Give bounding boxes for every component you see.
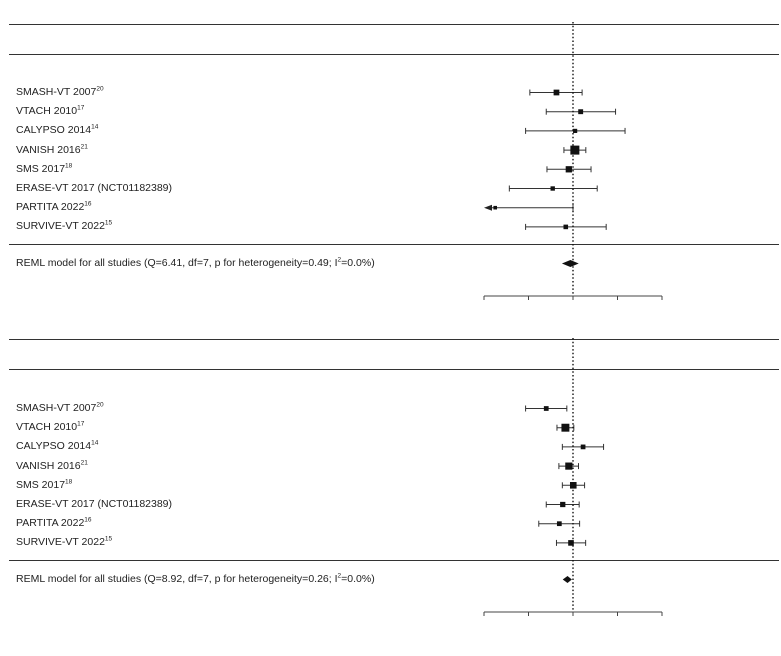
point-estimate [565,166,572,173]
pooled-diamond [562,576,572,583]
study-name: PARTITA 202216 [16,200,92,214]
pooled-diamond [561,260,579,267]
point-estimate [569,482,577,489]
panel-a-top-rule [9,24,779,25]
study-name-text: SMS 2017 [16,478,66,491]
pooled-label-tail: =0.0%) [341,573,375,585]
pooled-label: REML model for all studies (Q=6.41, df=7… [16,256,375,269]
study-reference: 16 [84,200,92,208]
ci-arrow [484,204,492,211]
study-name-text: PARTITA 2022 [16,517,85,530]
study-name-text: VTACH 2010 [16,421,78,434]
study-reference: 14 [91,123,99,131]
study-name-text: PARTITA 2022 [16,201,85,214]
study-name-text: ERASE-VT 2017 (NCT01182389) [16,498,173,510]
point-estimate [543,406,549,411]
study-reference: 15 [104,535,113,543]
panel-b-pooled-rule [9,560,779,561]
pooled-label-text: REML model for all studies (Q=6.41, df=7… [16,257,338,269]
pooled-label-text: REML model for all studies (Q=8.92, df=7… [16,573,338,585]
study-name-text: SURVIVE-VT 2022 [16,220,105,233]
study-name: SMS 201718 [16,478,73,491]
study-name: SMASH-VT 200720 [16,401,104,414]
study-reference: 15 [104,219,113,227]
study-name: CALYPSO 201414 [16,123,99,137]
study-reference: 21 [80,143,88,151]
study-reference: 14 [91,439,99,447]
study-reference: 16 [84,516,92,524]
study-name: CALYPSO 201414 [16,439,99,453]
study-name: SMS 201718 [16,162,73,175]
study-name-text: VTACH 2010 [16,105,78,118]
study-reference: 17 [77,104,85,112]
point-estimate [553,89,560,96]
study-name: ERASE-VT 2017 (NCT01182389) [16,499,172,510]
study-name-text: SMS 2017 [16,162,66,175]
study-name: SURVIVE-VT 202215 [16,535,113,549]
point-estimate [550,186,555,191]
study-name-text: SMASH-VT 2007 [16,402,97,414]
study-name-text: VANISH 2016 [16,143,81,156]
point-estimate [556,521,562,527]
study-reference: 21 [80,459,88,467]
point-estimate [493,205,498,210]
point-estimate [565,462,573,470]
pooled-label: REML model for all studies (Q=8.92, df=7… [16,572,375,585]
point-estimate [568,540,574,546]
panel-b-top-rule [9,339,779,340]
study-name: VTACH 201017 [16,420,85,434]
point-estimate [570,145,580,155]
study-reference: 17 [77,420,85,428]
study-reference: 20 [96,85,104,93]
study-name: SMASH-VT 200720 [16,85,104,98]
study-reference: 18 [65,162,73,170]
study-name: VTACH 201017 [16,104,85,118]
study-name-text: CALYPSO 2014 [16,440,92,453]
pooled-label-sup: 2 [337,572,342,580]
panel-b-header-rule [9,369,779,370]
study-name-text: ERASE-VT 2017 (NCT01182389) [16,182,173,194]
pooled-label-sup: 2 [337,256,342,264]
panel-a-header-rule [9,54,779,55]
study-name-text: SURVIVE-VT 2022 [16,536,105,549]
study-name-text: CALYPSO 2014 [16,124,92,137]
study-reference: 18 [65,478,73,486]
panel-a-pooled-rule [9,244,779,245]
point-estimate [563,224,569,230]
point-estimate [578,109,584,115]
point-estimate [573,128,578,133]
point-estimate [560,501,566,508]
study-name: VANISH 201621 [16,459,88,472]
point-estimate [561,423,570,432]
study-name-text: VANISH 2016 [16,459,81,472]
study-name-text: SMASH-VT 2007 [16,86,97,98]
study-name: PARTITA 202216 [16,516,92,530]
study-name: SURVIVE-VT 202215 [16,219,113,233]
study-name: VANISH 201621 [16,143,88,156]
pooled-label-tail: =0.0%) [341,257,375,269]
study-reference: 20 [96,401,104,409]
study-name: ERASE-VT 2017 (NCT01182389) [16,183,172,194]
point-estimate [580,444,586,450]
